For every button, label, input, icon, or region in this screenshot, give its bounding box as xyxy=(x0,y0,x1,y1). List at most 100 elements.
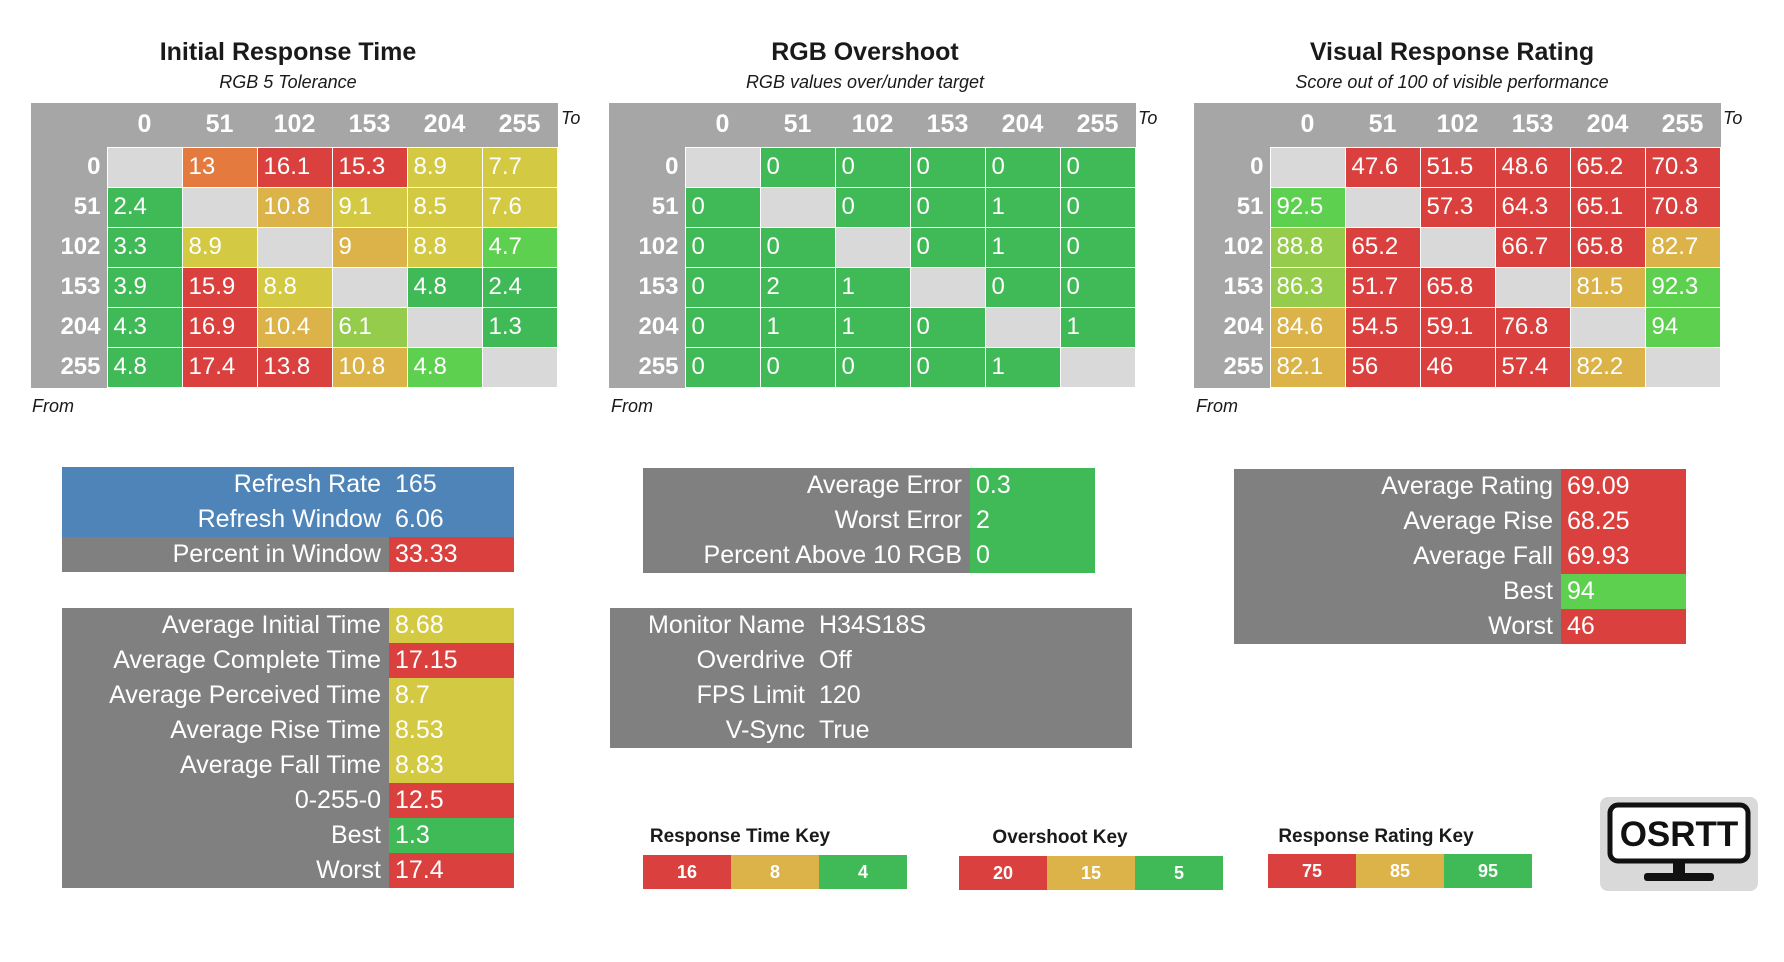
summary-value: 17.15 xyxy=(389,643,514,678)
summary-label: Average Initial Time xyxy=(62,608,389,643)
row-header: 204 xyxy=(1223,313,1264,340)
summary-row: Worst Error 2 xyxy=(643,503,1095,538)
diagonal-cell xyxy=(759,186,836,228)
row-header: 51 xyxy=(73,193,101,220)
summary-value: 8.53 xyxy=(389,713,514,748)
row-header: 255 xyxy=(638,353,679,380)
heatmap-cell: 1 xyxy=(1059,306,1136,348)
key-title: Overshoot Key xyxy=(992,827,1128,848)
diagonal-cell xyxy=(1269,146,1346,188)
diagonal-cell xyxy=(1644,346,1721,388)
panel-title: RGB Overshoot xyxy=(771,38,959,66)
heatmap-cell: 57.3 xyxy=(1419,186,1496,228)
monitor-summary: Monitor Name H34S18S Overdrive Off FPS Limit… xyxy=(610,608,1132,748)
heatmap-cell: 47.6 xyxy=(1344,146,1421,188)
heatmap-cell: 0 xyxy=(834,346,911,388)
row-header: 0 xyxy=(665,153,679,180)
summary-row: FPS Limit 120 xyxy=(610,678,1132,713)
diagonal-cell xyxy=(1569,306,1646,348)
summary-row: Best 94 xyxy=(1234,574,1686,609)
heatmap-cell: 8.5 xyxy=(406,186,483,228)
heatmap-cell: 8.8 xyxy=(256,266,333,308)
from-label: From xyxy=(32,396,74,416)
summary-label: Overdrive xyxy=(610,643,813,678)
from-label: From xyxy=(611,396,653,416)
summary-value: 0 xyxy=(970,538,1095,573)
summary-row: Percent Above 10 RGB 0 xyxy=(643,538,1095,573)
heatmap-cell: 9.1 xyxy=(331,186,408,228)
diagonal-cell xyxy=(256,226,333,268)
heatmap-cell: 57.4 xyxy=(1494,346,1571,388)
heatmap-cell: 88.8 xyxy=(1269,226,1346,268)
heatmap-table: 0 51 102 153 204 255 0 13 16.1 15.3 8.9 7.7 51 2.4 10.… xyxy=(31,103,558,388)
row-header: 153 xyxy=(60,273,101,300)
row-header: 102 xyxy=(1223,233,1264,260)
heatmap-cell: 65.2 xyxy=(1344,226,1421,268)
heatmap-cell: 13 xyxy=(181,146,258,188)
heatmap-cell: 1 xyxy=(984,346,1061,388)
summary-label: 0-255-0 xyxy=(62,783,389,818)
summary-value: 8.83 xyxy=(389,748,514,783)
column-header: 51 xyxy=(205,110,234,139)
diagonal-cell xyxy=(1059,346,1136,388)
heatmap-cell: 65.8 xyxy=(1569,226,1646,268)
panel-subtitle: Score out of 100 of visible performance xyxy=(1295,72,1609,92)
heatmap-cell: 70.3 xyxy=(1644,146,1721,188)
summary-label: Percent Above 10 RGB xyxy=(643,538,970,573)
summary-value: 1.3 xyxy=(389,818,514,853)
heatmap-cell: 82.2 xyxy=(1569,346,1646,388)
key-swatch: 16 xyxy=(643,855,731,889)
heatmap-cell: 0 xyxy=(684,306,761,348)
diagonal-cell xyxy=(684,146,761,188)
heatmap-cell: 82.1 xyxy=(1269,346,1346,388)
heatmap-cell: 3.9 xyxy=(106,266,183,308)
summary-label: Average Error xyxy=(643,468,970,503)
summary-row: Worst 17.4 xyxy=(62,853,514,888)
summary-row: Average Fall Time 8.83 xyxy=(62,748,514,783)
to-label: To xyxy=(1723,108,1743,128)
summary-value: Off xyxy=(813,643,1132,678)
diagonal-cell xyxy=(1494,266,1571,308)
heatmap-cell: 4.8 xyxy=(406,346,483,388)
summary-label: Percent in Window xyxy=(62,537,389,572)
diagonal-cell xyxy=(181,186,258,228)
summary-row: Average Rating 69.09 xyxy=(1234,469,1686,504)
summary-row: Overdrive Off xyxy=(610,643,1132,678)
summary-label: Average Perceived Time xyxy=(62,678,389,713)
column-header: 0 xyxy=(715,110,730,139)
heatmap-cell: 70.8 xyxy=(1644,186,1721,228)
heatmap-cell: 10.8 xyxy=(331,346,408,388)
diagonal-cell xyxy=(834,226,911,268)
heatmap-cell: 1 xyxy=(984,226,1061,268)
summary-value: 2 xyxy=(970,503,1095,538)
summary-value: 8.68 xyxy=(389,608,514,643)
summary-label: Worst xyxy=(62,853,389,888)
heatmap-cell: 8.8 xyxy=(406,226,483,268)
heatmap-cell: 0 xyxy=(834,186,911,228)
summary-label: Average Fall Time xyxy=(62,748,389,783)
heatmap-cell: 4.3 xyxy=(106,306,183,348)
heatmap-cell: 1 xyxy=(834,266,911,308)
heatmap-cell: 84.6 xyxy=(1269,306,1346,348)
heatmap-cell: 46 xyxy=(1419,346,1496,388)
summary-label: Monitor Name xyxy=(610,608,813,643)
column-header: 102 xyxy=(273,110,316,139)
heatmap-cell: 56 xyxy=(1344,346,1421,388)
column-header: 102 xyxy=(1436,110,1479,139)
error-summary: Average Error 0.3 Worst Error 2 Percent Abov… xyxy=(643,468,1095,573)
heatmap-cell: 16.9 xyxy=(181,306,258,348)
heatmap-cell: 0 xyxy=(909,346,986,388)
logo-text: OSRTT xyxy=(1620,815,1739,854)
heatmap-cell: 0 xyxy=(1059,146,1136,188)
heatmap-cell: 51.5 xyxy=(1419,146,1496,188)
summary-value: 94 xyxy=(1561,574,1686,609)
key-swatch: 15 xyxy=(1047,856,1135,890)
heatmap-cell: 8.9 xyxy=(406,146,483,188)
heatmap-cell: 51.7 xyxy=(1344,266,1421,308)
heatmap-cell: 8.9 xyxy=(181,226,258,268)
heatmap-cell: 65.8 xyxy=(1419,266,1496,308)
heatmap-cell: 1.3 xyxy=(481,306,558,348)
summary-label: Average Rise xyxy=(1234,504,1561,539)
heatmap-cell: 81.5 xyxy=(1569,266,1646,308)
row-header: 204 xyxy=(638,313,679,340)
